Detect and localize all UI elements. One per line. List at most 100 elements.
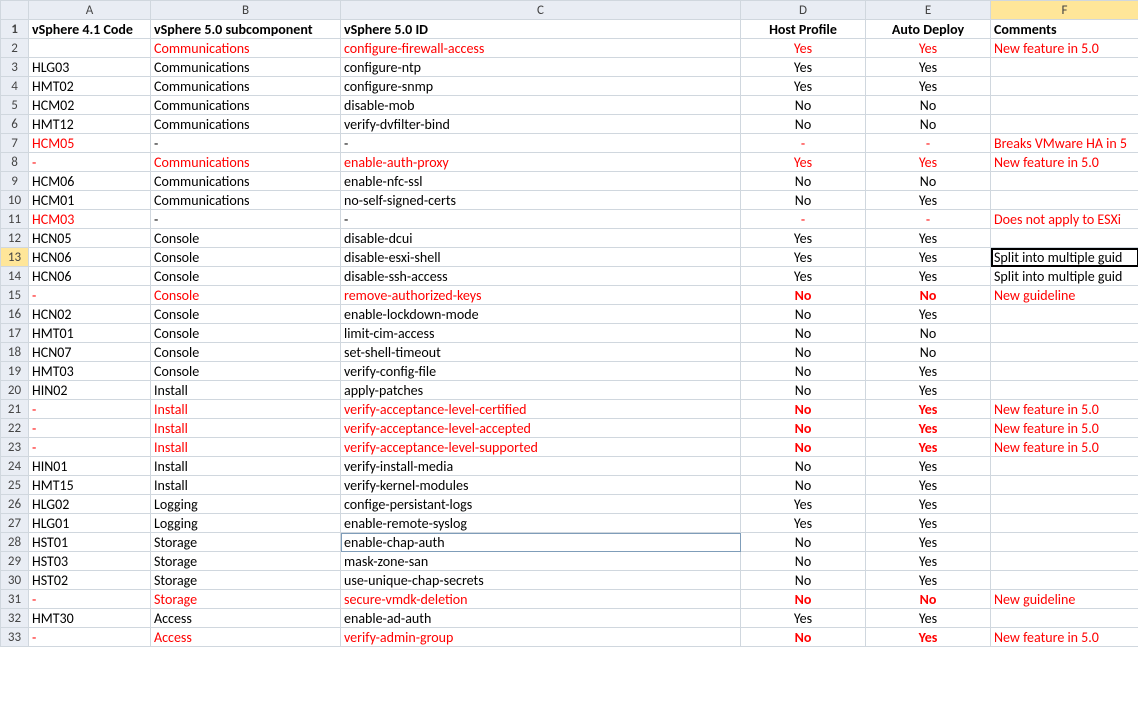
cell[interactable]: Yes bbox=[866, 533, 991, 552]
cell[interactable]: HLG03 bbox=[29, 58, 151, 77]
cell[interactable] bbox=[991, 457, 1138, 476]
cell[interactable] bbox=[991, 343, 1138, 362]
row-header[interactable]: 3 bbox=[1, 58, 29, 77]
cell[interactable]: - bbox=[341, 210, 741, 229]
cell[interactable]: Yes bbox=[866, 39, 991, 58]
cell[interactable] bbox=[991, 495, 1138, 514]
table-row[interactable]: 4HMT02Communicationsconfigure-snmpYesYes bbox=[1, 77, 1138, 96]
table-row[interactable]: 24HIN01Installverify-install-mediaNoYes bbox=[1, 457, 1138, 476]
cell[interactable]: New feature in 5.0 bbox=[991, 39, 1138, 58]
cell[interactable]: - bbox=[341, 134, 741, 153]
row-header[interactable]: 22 bbox=[1, 419, 29, 438]
row-header[interactable]: 27 bbox=[1, 514, 29, 533]
cell[interactable]: enable-lockdown-mode bbox=[341, 305, 741, 324]
row-header[interactable]: 18 bbox=[1, 343, 29, 362]
cell[interactable]: Yes bbox=[866, 628, 991, 647]
table-row[interactable]: 32HMT30Accessenable-ad-authYesYes bbox=[1, 609, 1138, 628]
row-header[interactable]: 26 bbox=[1, 495, 29, 514]
cell[interactable]: No bbox=[866, 343, 991, 362]
row-header[interactable]: 6 bbox=[1, 115, 29, 134]
cell[interactable]: No bbox=[741, 457, 866, 476]
cell[interactable]: No bbox=[741, 191, 866, 210]
cell[interactable]: No bbox=[741, 381, 866, 400]
cell[interactable] bbox=[991, 476, 1138, 495]
cell[interactable]: No bbox=[741, 533, 866, 552]
cell[interactable]: Access bbox=[151, 628, 341, 647]
cell[interactable]: verify-admin-group bbox=[341, 628, 741, 647]
cell[interactable]: HCM05 bbox=[29, 134, 151, 153]
row-header[interactable]: 2 bbox=[1, 39, 29, 58]
cell[interactable]: Yes bbox=[866, 248, 991, 267]
cell[interactable]: HCN05 bbox=[29, 229, 151, 248]
cell[interactable]: Yes bbox=[866, 476, 991, 495]
cell[interactable]: Yes bbox=[741, 514, 866, 533]
cell[interactable] bbox=[29, 39, 151, 58]
cell[interactable] bbox=[991, 381, 1138, 400]
table-row[interactable]: 3HLG03Communicationsconfigure-ntpYesYes bbox=[1, 58, 1138, 77]
cell[interactable]: HCN06 bbox=[29, 267, 151, 286]
table-row[interactable]: 8-Communicationsenable-auth-proxyYesYesN… bbox=[1, 153, 1138, 172]
table-row[interactable]: 17HMT01Consolelimit-cim-accessNoNo bbox=[1, 324, 1138, 343]
col-header-C[interactable]: C bbox=[341, 1, 741, 20]
cell[interactable] bbox=[991, 96, 1138, 115]
cell[interactable]: No bbox=[741, 96, 866, 115]
table-row[interactable]: 29HST03Storagemask-zone-sanNoYes bbox=[1, 552, 1138, 571]
table-row[interactable]: 25HMT15Installverify-kernel-modulesNoYes bbox=[1, 476, 1138, 495]
cell[interactable]: apply-patches bbox=[341, 381, 741, 400]
cell[interactable]: No bbox=[741, 324, 866, 343]
cell[interactable]: - bbox=[29, 628, 151, 647]
row-header[interactable]: 29 bbox=[1, 552, 29, 571]
cell[interactable]: New guideline bbox=[991, 286, 1138, 305]
cell[interactable]: - bbox=[29, 400, 151, 419]
table-row[interactable]: 20HIN02Installapply-patchesNoYes bbox=[1, 381, 1138, 400]
cell[interactable]: enable-ad-auth bbox=[341, 609, 741, 628]
cell[interactable] bbox=[991, 305, 1138, 324]
cell[interactable]: configure-ntp bbox=[341, 58, 741, 77]
cell[interactable]: No bbox=[741, 343, 866, 362]
cell[interactable]: confige-persistant-logs bbox=[341, 495, 741, 514]
cell[interactable]: verify-acceptance-level-supported bbox=[341, 438, 741, 457]
cell[interactable]: - bbox=[151, 210, 341, 229]
cell[interactable]: Yes bbox=[741, 495, 866, 514]
cell[interactable]: secure-vmdk-deletion bbox=[341, 590, 741, 609]
table-row[interactable]: 26HLG02Loggingconfige-persistant-logsYes… bbox=[1, 495, 1138, 514]
cell[interactable]: No bbox=[741, 628, 866, 647]
cell[interactable]: enable-remote-syslog bbox=[341, 514, 741, 533]
cell[interactable]: Console bbox=[151, 362, 341, 381]
cell[interactable]: Yes bbox=[866, 191, 991, 210]
cell[interactable]: limit-cim-access bbox=[341, 324, 741, 343]
table-row[interactable]: 21-Installverify-acceptance-level-certif… bbox=[1, 400, 1138, 419]
cell[interactable]: Console bbox=[151, 286, 341, 305]
cell[interactable]: HST02 bbox=[29, 571, 151, 590]
table-row[interactable]: 30HST02Storageuse-unique-chap-secretsNoY… bbox=[1, 571, 1138, 590]
cell[interactable]: Yes bbox=[866, 514, 991, 533]
cell[interactable]: disable-mob bbox=[341, 96, 741, 115]
cell[interactable]: Logging bbox=[151, 495, 341, 514]
cell[interactable]: Yes bbox=[866, 457, 991, 476]
cell[interactable]: HMT30 bbox=[29, 609, 151, 628]
row-header[interactable]: 5 bbox=[1, 96, 29, 115]
cell[interactable]: Storage bbox=[151, 552, 341, 571]
col-header-A[interactable]: A bbox=[29, 1, 151, 20]
row-header[interactable]: 1 bbox=[1, 20, 29, 39]
cell[interactable]: HMT02 bbox=[29, 77, 151, 96]
cell[interactable]: Console bbox=[151, 343, 341, 362]
cell[interactable]: Yes bbox=[866, 438, 991, 457]
cell[interactable] bbox=[991, 191, 1138, 210]
cell[interactable]: set-shell-timeout bbox=[341, 343, 741, 362]
cell[interactable]: No bbox=[741, 438, 866, 457]
row-header[interactable]: 30 bbox=[1, 571, 29, 590]
cell[interactable]: HIN01 bbox=[29, 457, 151, 476]
cell[interactable]: New feature in 5.0 bbox=[991, 400, 1138, 419]
cell[interactable]: No bbox=[741, 552, 866, 571]
cell[interactable]: Yes bbox=[866, 305, 991, 324]
cell[interactable]: no-self-signed-certs bbox=[341, 191, 741, 210]
cell[interactable]: Communications bbox=[151, 58, 341, 77]
cell[interactable]: Install bbox=[151, 419, 341, 438]
table-row[interactable]: 11HCM03----Does not apply to ESXi bbox=[1, 210, 1138, 229]
cell[interactable]: Split into multiple guid bbox=[991, 248, 1138, 267]
cell[interactable]: Communications bbox=[151, 191, 341, 210]
row-header[interactable]: 25 bbox=[1, 476, 29, 495]
cell[interactable]: - bbox=[866, 134, 991, 153]
cell[interactable]: verify-acceptance-level-certified bbox=[341, 400, 741, 419]
